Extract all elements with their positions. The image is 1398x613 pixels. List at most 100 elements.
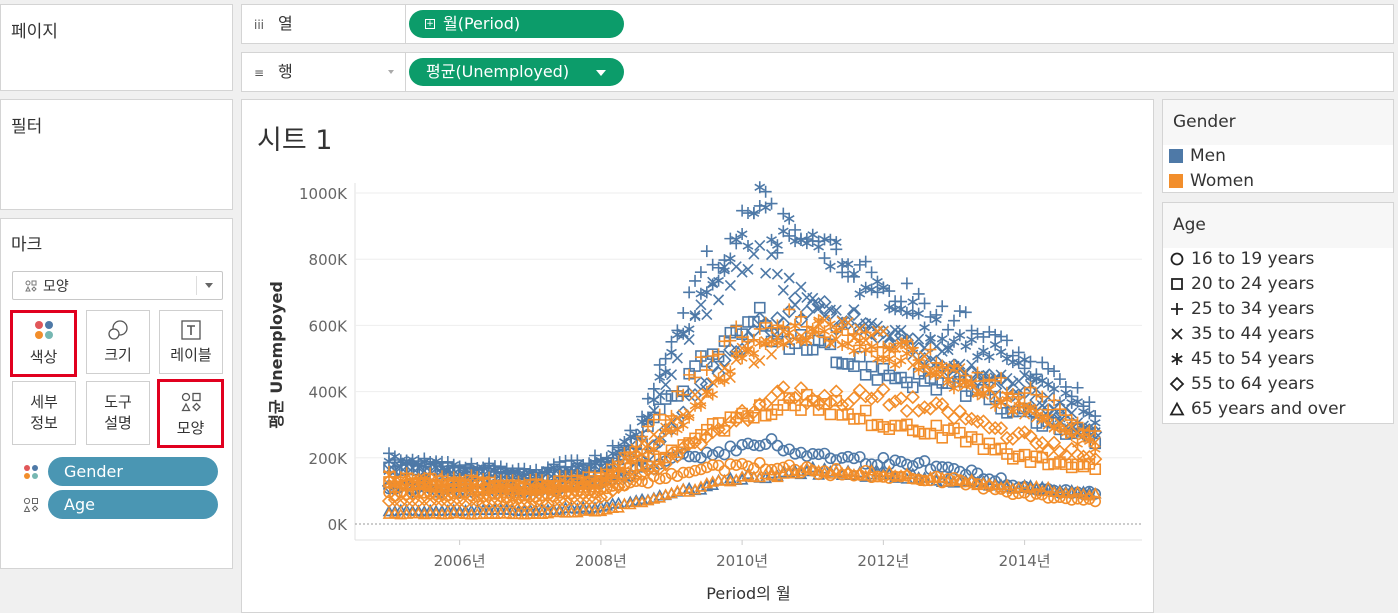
shape-icon <box>23 497 39 512</box>
data-point-plus <box>647 382 660 395</box>
data-point-diamond <box>882 397 897 413</box>
detail-button[interactable]: 세부 정보 <box>12 381 76 445</box>
data-point-plus <box>1048 394 1061 407</box>
data-point-asterisk <box>1066 429 1078 442</box>
data-point-asterisk <box>1083 407 1095 420</box>
data-point-asterisk <box>807 322 819 335</box>
data-point-triangle <box>718 474 731 486</box>
color-icon <box>34 321 53 339</box>
data-point-diamond <box>935 397 950 412</box>
data-point-diamond <box>999 430 1015 446</box>
data-point-asterisk <box>648 442 660 455</box>
data-point-asterisk <box>418 479 430 492</box>
legend-item-men[interactable]: Men <box>1169 144 1226 168</box>
color-button[interactable]: 색상 <box>10 310 77 377</box>
data-point-asterisk <box>719 264 730 277</box>
legend-item-women[interactable]: Women <box>1169 169 1254 193</box>
chevron-down-icon <box>205 283 213 288</box>
chevron-down-icon[interactable] <box>596 70 606 76</box>
data-point-triangle <box>482 507 496 519</box>
data-point-asterisk <box>536 481 548 494</box>
data-point-cross <box>954 363 966 375</box>
data-point-plus <box>953 305 966 318</box>
data-point-asterisk <box>713 372 724 385</box>
data-point-asterisk <box>630 450 642 463</box>
data-point-asterisk <box>601 474 613 487</box>
data-point-asterisk <box>919 321 930 334</box>
data-point-asterisk <box>666 425 677 438</box>
scatter-chart[interactable]: 1000K 800K 600K 400K 200K 0K 2006년 2008년 2010년 20… <box>242 100 1153 612</box>
data-point-plus <box>971 327 984 340</box>
data-point-cross <box>765 348 778 360</box>
data-point-triangle <box>806 463 820 476</box>
size-button[interactable]: 크기 <box>86 310 150 374</box>
legend-item-label: 16 to 19 years <box>1191 249 1315 269</box>
mark-type-label: 모양 <box>43 278 69 295</box>
data-point-asterisk <box>730 233 742 246</box>
data-point-cross <box>748 248 760 260</box>
data-point-cross <box>713 294 725 306</box>
y-tick-label: 0K <box>328 516 349 534</box>
data-point-asterisk <box>866 283 878 296</box>
data-point-square <box>924 427 937 440</box>
data-point-plus <box>1059 409 1072 422</box>
data-point-plus <box>1000 334 1013 347</box>
legend-item-55-64[interactable]: 55 to 64 years <box>1169 372 1314 396</box>
label-button[interactable]: 레이블 <box>159 310 223 374</box>
tooltip-button[interactable]: 도구 설명 <box>86 381 150 445</box>
data-point-square <box>971 433 984 446</box>
data-point-triangle <box>1041 480 1055 493</box>
legend-item-35-44[interactable]: 35 to 44 years <box>1169 322 1314 346</box>
data-point-triangle <box>882 464 896 477</box>
data-point-cross <box>966 359 978 371</box>
data-point-asterisk <box>824 318 836 331</box>
data-point-asterisk <box>1007 405 1019 418</box>
data-point-circle <box>918 455 931 467</box>
shape-button[interactable]: 모양 <box>157 379 224 448</box>
data-point-asterisk <box>1042 378 1054 391</box>
data-point-diamond <box>799 396 814 411</box>
data-point-cross <box>830 304 842 316</box>
detail-label-line2: 정보 <box>30 414 58 432</box>
data-point-triangle <box>900 467 914 479</box>
data-point-plus <box>924 343 937 356</box>
age-field-pill[interactable]: Age <box>48 490 218 519</box>
data-point-circle <box>801 450 813 462</box>
mark-type-dropdown[interactable]: 모양 <box>12 271 223 300</box>
legend-item-65-over[interactable]: 65 years and over <box>1169 397 1346 421</box>
data-point-square <box>936 432 949 444</box>
data-point-square <box>836 357 848 370</box>
color-icon <box>24 465 38 479</box>
data-point-square <box>818 398 831 410</box>
legend-item-45-54[interactable]: 45 to 54 years <box>1169 347 1314 371</box>
legend-item-25-34[interactable]: 25 to 34 years <box>1169 297 1314 321</box>
data-point-plus <box>1071 381 1084 394</box>
data-point-plus <box>653 408 666 421</box>
data-point-plus <box>424 467 437 480</box>
legend-item-20-24[interactable]: 20 to 24 years <box>1169 272 1314 296</box>
data-point-circle <box>777 444 790 457</box>
x-tick-label: 2012년 <box>857 552 909 570</box>
period-month-pill[interactable]: + 월(Period) <box>409 10 624 38</box>
data-point-asterisk <box>660 366 672 379</box>
legend-item-16-19[interactable]: 16 to 19 years <box>1169 247 1314 271</box>
data-point-circle <box>759 463 772 476</box>
gender-field-pill[interactable]: Gender <box>48 457 218 486</box>
data-point-circle <box>824 452 837 465</box>
plus-icon <box>1171 303 1183 315</box>
data-point-asterisk <box>1001 393 1013 406</box>
avg-unemployed-pill[interactable]: 평균(Unemployed) <box>409 58 624 86</box>
data-point-square <box>830 356 843 369</box>
data-point-asterisk <box>966 376 978 389</box>
expand-plus-icon[interactable]: + <box>425 19 435 29</box>
data-point-diamond <box>864 391 879 406</box>
data-point-diamond <box>982 420 997 435</box>
data-point-diamond <box>1076 449 1091 464</box>
rows-dropdown-arrow-icon[interactable] <box>388 70 394 74</box>
worksheet: 시트 1 1000K 800K 600K 400K 200K 0K 2006년 2008년 20… <box>241 99 1154 613</box>
data-point-asterisk <box>872 275 883 288</box>
data-point-circle <box>742 437 754 450</box>
data-point-diamond <box>846 390 862 406</box>
data-point-cross <box>660 379 672 391</box>
data-point-asterisk <box>677 419 689 432</box>
